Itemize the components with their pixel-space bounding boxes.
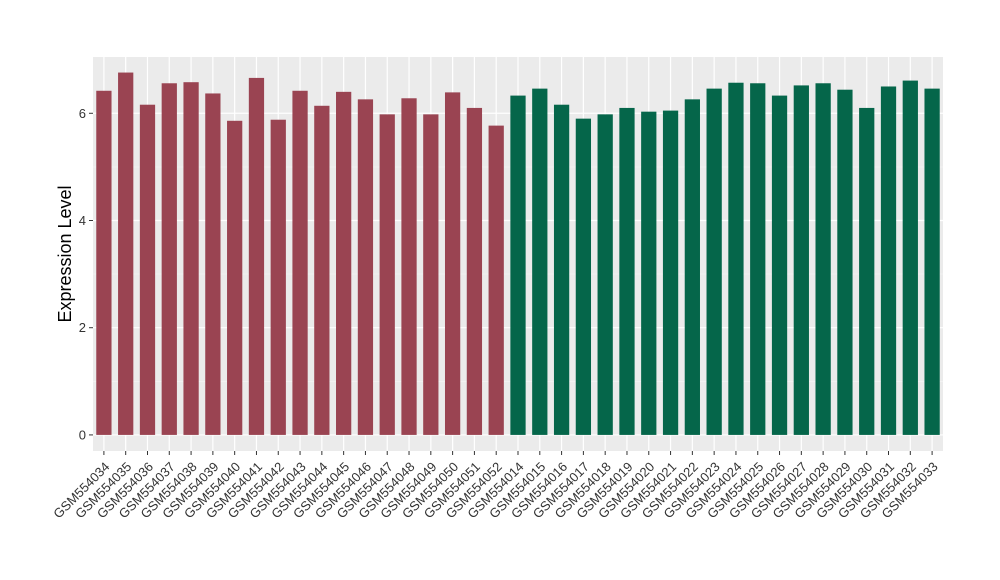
bar (444, 92, 461, 435)
bar (357, 99, 374, 435)
bar (510, 95, 526, 435)
bar (793, 85, 809, 435)
y-tick-label: 2 (79, 320, 86, 335)
bar (205, 93, 221, 435)
bar (597, 114, 613, 435)
bar (423, 114, 439, 435)
bar (641, 111, 657, 435)
bar (401, 98, 417, 435)
bar (728, 82, 744, 435)
x-axis: GSM554034GSM554035GSM554036GSM554037GSM5… (50, 451, 941, 521)
bar (924, 88, 940, 435)
y-tick-label: 4 (79, 213, 86, 228)
bar (118, 72, 134, 435)
y-tick-label: 6 (79, 106, 86, 121)
bar (815, 83, 831, 435)
bar (292, 90, 308, 435)
y-axis-title: Expression Level (55, 185, 75, 322)
bar (902, 80, 918, 435)
bar (619, 107, 635, 435)
y-axis: 0 2 4 6 (79, 106, 93, 442)
bar (553, 104, 570, 435)
bar (139, 104, 156, 435)
bar (379, 114, 395, 435)
bar (227, 120, 243, 435)
bar (575, 118, 592, 435)
bar (532, 88, 548, 435)
bar (859, 107, 875, 435)
bar (750, 83, 766, 435)
y-tick-label: 0 (79, 427, 86, 442)
bar (336, 91, 352, 435)
bar (706, 88, 722, 435)
bar (161, 83, 177, 435)
bar (183, 82, 199, 435)
bar (96, 90, 112, 435)
bar (466, 107, 483, 435)
bar (314, 105, 330, 435)
bar (270, 119, 286, 435)
bar (488, 125, 504, 435)
bar (662, 110, 679, 435)
bar (880, 86, 897, 435)
bar (771, 95, 788, 435)
bar (684, 99, 700, 435)
bar (837, 89, 853, 435)
bars (96, 72, 940, 435)
bar (248, 77, 265, 435)
